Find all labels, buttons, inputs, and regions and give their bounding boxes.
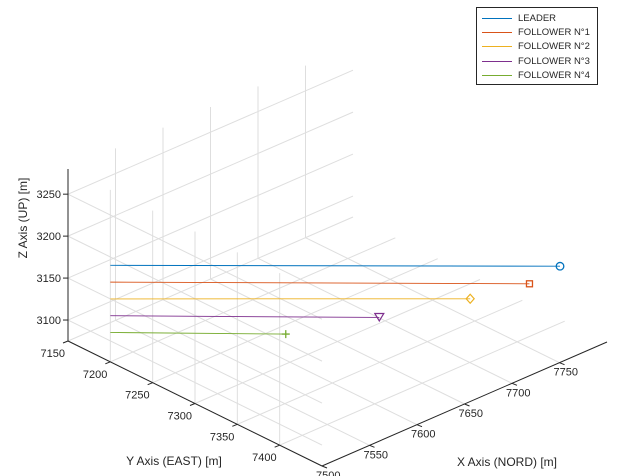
legend-item: FOLLOWER N°2	[477, 40, 597, 54]
back-wall-grid-z-line	[67, 111, 354, 237]
z-tick-label: 3250	[37, 189, 61, 201]
series-end-marker	[525, 280, 534, 288]
legend-swatch	[482, 46, 512, 48]
legend-item: FOLLOWER N°3	[477, 54, 597, 68]
y-tick-mark	[147, 382, 153, 386]
floor-grid-y-line	[194, 279, 481, 404]
x-tick-mark	[416, 424, 423, 428]
back-wall-grid-z-line	[67, 153, 354, 279]
y-tick-mark	[105, 361, 111, 365]
series-line	[110, 264, 561, 267]
x-tick-mark	[559, 362, 565, 366]
series-end-marker	[555, 261, 565, 271]
x-tick-label: 7550	[364, 449, 388, 461]
x-tick-label: 7750	[554, 367, 578, 379]
z-tick-label: 3100	[37, 315, 61, 327]
x-tick-label: 7700	[506, 387, 530, 399]
y-tick-mark	[232, 423, 238, 427]
legend-swatch	[482, 60, 512, 62]
floor-grid-y-line	[152, 258, 438, 384]
series-line	[110, 315, 380, 318]
x-tick-mark	[321, 465, 328, 469]
y-tick-label: 7150	[41, 348, 65, 360]
side-wall-grid-z-line	[67, 193, 323, 320]
legend: LEADER FOLLOWER N°1 FOLLOWER N°2 FOLLOWER N…	[476, 7, 598, 85]
side-wall-grid-z-line	[67, 319, 323, 446]
series-line	[110, 332, 286, 335]
x-tick-mark	[511, 382, 518, 386]
series-end-marker	[465, 293, 475, 305]
z-tick-label: 3200	[37, 231, 61, 243]
legend-label: FOLLOWER N°4	[518, 69, 590, 81]
floor-grid-y-line	[279, 320, 565, 446]
x-tick-mark	[369, 444, 375, 448]
legend-label: LEADER	[518, 12, 557, 24]
series-lines	[110, 261, 565, 339]
y-tick-label: 7200	[83, 369, 107, 381]
back-wall-grid-z-line	[67, 195, 354, 321]
legend-item: FOLLOWER N°1	[477, 25, 597, 39]
legend-item: FOLLOWER N°4	[477, 68, 597, 82]
x-tick-label: 7600	[411, 429, 435, 441]
legend-label: FOLLOWER N°1	[518, 26, 590, 38]
legend-swatch	[482, 31, 512, 33]
back-wall-grid-z-line	[67, 69, 354, 195]
axes	[62, 169, 608, 469]
legend-label: FOLLOWER N°2	[518, 41, 590, 53]
tick-labels: 7500 7550 7600 7650 7700 7750 7150 7200 7250 7300…	[37, 189, 578, 476]
y-tick-mark	[274, 444, 280, 448]
y-axis-label: Y Axis (EAST) [m]	[126, 454, 222, 468]
y-tick-label: 7350	[210, 431, 234, 443]
y-tick-label: 7250	[125, 390, 149, 402]
x-tick-mark	[464, 403, 470, 407]
legend-label: FOLLOWER N°3	[518, 55, 590, 67]
x-tick-label: 7650	[459, 408, 483, 420]
y-tick-label: 7300	[168, 411, 192, 423]
floor-grid-y-line	[237, 299, 523, 425]
legend-swatch	[482, 74, 512, 76]
series-end-marker	[373, 312, 385, 323]
side-wall-grid-z-line	[67, 277, 323, 404]
legend-item: LEADER	[477, 11, 597, 25]
series-line	[110, 281, 530, 285]
series-end-marker	[281, 330, 290, 339]
floor-grid-y-line	[110, 237, 396, 363]
z-tick-label: 3150	[37, 273, 61, 285]
y-tick-mark	[189, 403, 196, 406]
legend-swatch	[482, 17, 512, 19]
y-tick-label: 7400	[252, 452, 276, 464]
z-axis-label: Z Axis (UP) [m]	[16, 178, 30, 259]
x-tick-label: 7500	[316, 470, 340, 476]
y-tick-mark	[62, 340, 69, 344]
x-axis-label: X Axis (NORD) [m]	[457, 455, 557, 469]
